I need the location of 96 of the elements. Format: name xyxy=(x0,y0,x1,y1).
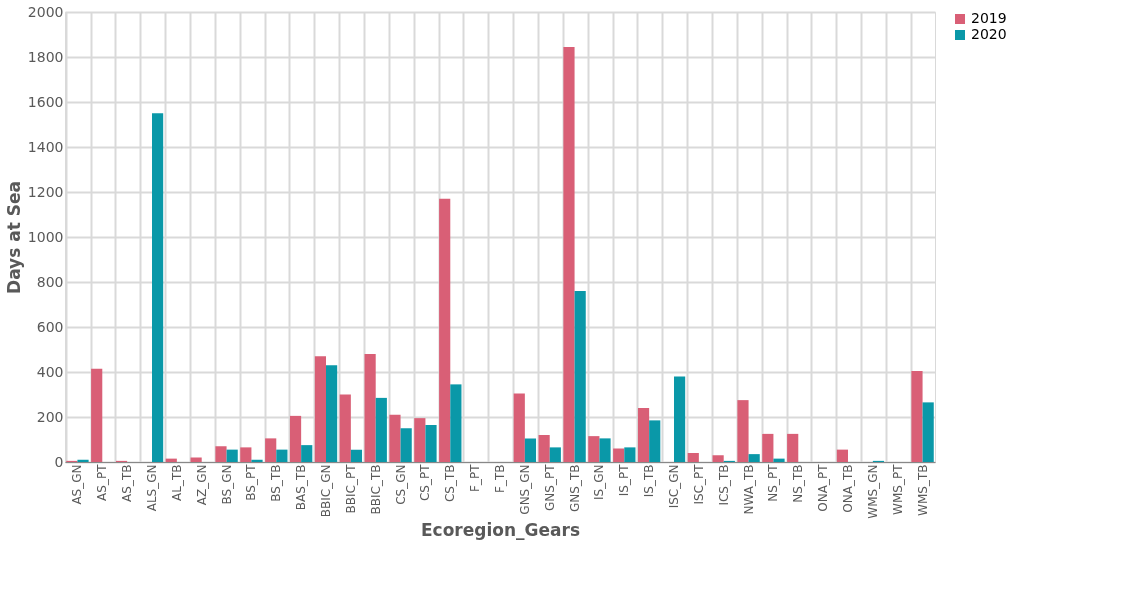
x-tick-label: BAS_TB xyxy=(294,464,309,511)
bar xyxy=(748,454,760,462)
bar xyxy=(762,433,774,462)
bar xyxy=(524,438,537,462)
bar xyxy=(251,459,263,462)
bar xyxy=(687,453,699,462)
x-tick-label: ICS_TB xyxy=(716,464,731,506)
bar xyxy=(574,291,586,462)
x-tick-label: BS_GN xyxy=(219,464,234,505)
bar xyxy=(375,397,387,462)
bar xyxy=(737,400,749,462)
bar xyxy=(513,393,525,462)
x-tick-label: F_PT xyxy=(468,463,483,492)
bar xyxy=(911,370,923,462)
bar xyxy=(588,436,600,462)
x-tick-label: AS_TB xyxy=(120,464,135,502)
bar xyxy=(712,455,724,462)
x-tick-label: WMS_TB xyxy=(915,464,930,516)
bar xyxy=(152,113,164,462)
bar xyxy=(787,433,799,462)
bar xyxy=(450,384,462,462)
y-axis-title: Days at Sea xyxy=(3,181,24,294)
x-tick-label: BBIC_TB xyxy=(368,464,383,515)
bar xyxy=(549,447,561,462)
bar xyxy=(301,445,313,462)
y-tick-label: 400 xyxy=(36,363,64,380)
x-tick-label: WMS_GN xyxy=(865,464,880,519)
y-tick-label: 2000 xyxy=(27,3,64,20)
x-tick-label: F_TB xyxy=(493,464,507,493)
bar xyxy=(226,449,238,462)
x-tick-label: BS_PT xyxy=(244,463,259,501)
x-tick-label: BBIC_GN xyxy=(319,464,333,518)
x-tick-label: AL_TB xyxy=(169,464,184,501)
legend-label: 2020 xyxy=(971,26,1007,42)
x-tick-label: AS_GN xyxy=(70,464,85,505)
bar xyxy=(77,459,89,462)
legend-label: 2019 xyxy=(971,10,1007,26)
bar xyxy=(326,365,338,462)
bar xyxy=(637,408,650,462)
bar xyxy=(922,402,934,462)
bar xyxy=(773,458,785,462)
x-axis-title: Ecoregion_Gears xyxy=(420,519,581,540)
bar xyxy=(674,376,686,462)
bar xyxy=(364,354,376,462)
x-tick-label: GNS_GN xyxy=(517,464,532,515)
bar xyxy=(836,449,848,462)
bar xyxy=(240,447,252,462)
y-tick-label: 1600 xyxy=(27,93,64,110)
x-tick-label: NS_TB xyxy=(791,464,806,503)
x-tick-label: AZ_GN xyxy=(194,464,209,506)
bar xyxy=(215,446,227,462)
bar xyxy=(314,356,326,462)
x-tick-label: NWA_TB xyxy=(741,464,756,515)
y-tick-label: 200 xyxy=(36,408,64,425)
x-tick-label: ISC_GN xyxy=(667,464,681,509)
x-tick-label: NS_PT xyxy=(766,463,781,502)
x-tick-label: IS_GN xyxy=(592,464,607,500)
bar xyxy=(624,447,636,462)
bar xyxy=(276,449,288,462)
bar xyxy=(425,424,437,462)
bar xyxy=(439,198,451,462)
x-tick-label: CS_PT xyxy=(418,463,433,502)
y-tick-label: 1800 xyxy=(27,48,64,65)
x-tick-label: GNS_TB xyxy=(567,464,582,512)
bar xyxy=(613,448,625,462)
y-tick-label: 0 xyxy=(54,453,64,470)
y-tick-label: 1000 xyxy=(27,228,64,245)
bar xyxy=(400,428,412,462)
y-tick-label: 1400 xyxy=(27,138,64,155)
bar xyxy=(599,438,611,462)
x-tick-label: CS_GN xyxy=(393,464,408,505)
x-tick-label: ONA_TB xyxy=(841,464,855,513)
x-tick-label: IS_TB xyxy=(642,464,657,498)
x-tick-label: GNS_PT xyxy=(542,463,557,511)
y-tick-label: 600 xyxy=(36,318,64,335)
bar xyxy=(389,414,401,462)
x-tick-label: ISC_PT xyxy=(691,463,706,505)
x-tick-label: BS_TB xyxy=(269,464,284,502)
bar xyxy=(538,435,550,462)
bar xyxy=(414,418,426,462)
bar xyxy=(649,420,661,462)
x-tick-label: AS_PT xyxy=(95,463,110,501)
x-tick-label: BBIC_PT xyxy=(343,463,358,514)
x-tick-label: ALS_GN xyxy=(145,464,159,512)
bar xyxy=(265,438,277,462)
y-tick-label: 1200 xyxy=(27,183,64,200)
x-tick-label: IS_PT xyxy=(617,463,632,497)
x-tick-label: WMS_PT xyxy=(890,463,905,515)
x-tick-label: CS_TB xyxy=(443,464,458,503)
bar xyxy=(289,415,302,462)
bar xyxy=(563,46,575,462)
bar xyxy=(350,449,363,462)
bar xyxy=(339,394,351,462)
x-tick-label: ONA_PT xyxy=(816,463,831,512)
y-tick-label: 800 xyxy=(36,273,64,290)
bar xyxy=(91,368,103,462)
